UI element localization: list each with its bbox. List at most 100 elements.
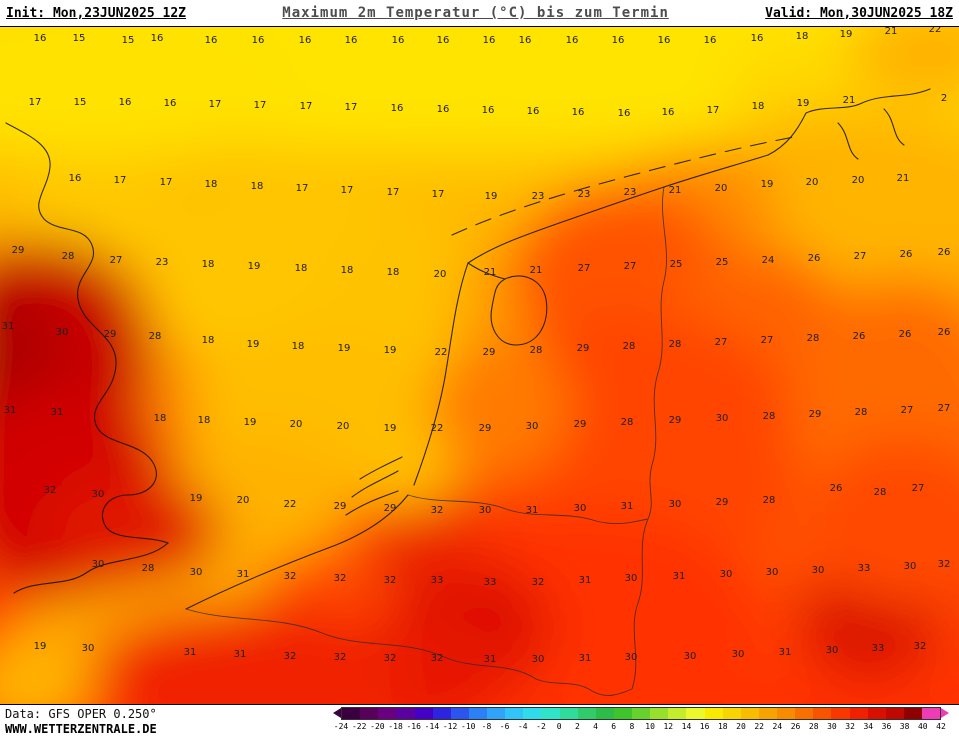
temp-value: 17 — [344, 102, 358, 113]
map-svg — [0, 27, 959, 704]
temp-value: 16 — [482, 35, 496, 46]
temp-value: 16 — [33, 33, 47, 44]
temp-value: 17 — [706, 105, 720, 116]
temperature-legend: -24 -22 -20 -18 -16 -14 -12 -10 -8 -6 -4 -2 0 2 4 6 8 10 1… — [333, 707, 949, 739]
temp-value: 28 — [529, 345, 543, 356]
temp-value: 27 — [911, 483, 925, 494]
temp-value: 20 — [714, 183, 728, 194]
temp-value: 23 — [623, 187, 637, 198]
temp-value: 19 — [189, 493, 203, 504]
temp-value: 18 — [250, 181, 264, 192]
temp-value: 23 — [531, 191, 545, 202]
temp-value: 31 — [1, 321, 15, 332]
temp-value: 30 — [624, 573, 638, 584]
temp-value: 29 — [333, 501, 347, 512]
temp-value: 17 — [159, 177, 173, 188]
legend-tick: 26 — [790, 722, 801, 731]
temp-value: 30 — [903, 561, 917, 572]
legend-tick: 8 — [629, 722, 635, 731]
legend-tick: 0 — [556, 722, 562, 731]
temp-value: 28 — [148, 331, 162, 342]
temp-value: 31 — [183, 647, 197, 658]
temp-value: 16 — [344, 35, 358, 46]
temp-value: 21 — [842, 95, 856, 106]
legend-tick: 40 — [917, 722, 928, 731]
temp-value: 16 — [150, 33, 164, 44]
temp-value: 26 — [937, 247, 951, 258]
temp-value: 21 — [483, 267, 497, 278]
legend-tick: -10 — [461, 722, 476, 731]
temp-value: 22 — [434, 347, 448, 358]
temp-value: 28 — [622, 341, 636, 352]
temp-value: 17 — [113, 175, 127, 186]
legend-ticks: -24 -22 -20 -18 -16 -14 -12 -10 -8 -6 -4 -2 0 2 4 6 8 10 1… — [334, 722, 946, 734]
temp-value: 17 — [386, 187, 400, 198]
temp-value: 15 — [72, 33, 86, 44]
temp-value: 18 — [386, 267, 400, 278]
header: Init: Mon,23JUN2025 12Z Maximum 2m Tempe… — [0, 0, 959, 26]
temp-value: 19 — [839, 29, 853, 40]
temp-value: 19 — [246, 339, 260, 350]
temp-value: 16 — [390, 103, 404, 114]
temp-value: 31 — [3, 405, 17, 416]
legend-segment — [650, 708, 669, 719]
legend-segment — [541, 708, 560, 719]
temp-value: 29 — [808, 409, 822, 420]
temp-value: 16 — [661, 107, 675, 118]
temp-value: 30 — [91, 489, 105, 500]
temp-value: 29 — [383, 503, 397, 514]
temp-value: 19 — [383, 345, 397, 356]
legend-segment — [922, 708, 941, 719]
legend-tick: 34 — [863, 722, 874, 731]
temp-value: 33 — [857, 563, 871, 574]
temp-value: 31 — [233, 649, 247, 660]
legend-tick: -14 — [424, 722, 440, 731]
legend-segment — [740, 708, 759, 719]
temp-value: 30 — [719, 569, 733, 580]
legend-tick: 6 — [611, 722, 617, 731]
temp-value: 16 — [436, 104, 450, 115]
legend-segment — [632, 708, 651, 719]
temp-value: 32 — [333, 652, 347, 663]
footer: Data: GFS OPER 0.250° WWW.WETTERZENTRALE… — [0, 705, 959, 741]
temp-value: 26 — [899, 249, 913, 260]
temp-value: 19 — [796, 98, 810, 109]
legend-tick: -18 — [388, 722, 403, 731]
borders — [185, 186, 667, 696]
temp-value: 17 — [253, 100, 267, 111]
legend-segment — [867, 708, 886, 719]
temp-value: 17 — [340, 185, 354, 196]
legend-tick: 36 — [881, 722, 892, 731]
legend-tick: 4 — [593, 722, 598, 731]
temp-value: 17 — [299, 101, 313, 112]
legend-tick: 28 — [808, 722, 819, 731]
temp-value: 27 — [853, 251, 867, 262]
temp-value: 16 — [391, 35, 405, 46]
temp-value: 18 — [340, 265, 354, 276]
temp-value: 30 — [731, 649, 745, 660]
legend-segment — [777, 708, 796, 719]
temp-value: 16 — [298, 35, 312, 46]
legend-tick: 30 — [827, 722, 837, 731]
coastlines — [5, 88, 931, 610]
legend-tick: 24 — [772, 722, 783, 731]
temp-value: 26 — [852, 331, 866, 342]
temp-value: 29 — [576, 343, 590, 354]
temp-value: 27 — [760, 335, 774, 346]
temp-value: 16 — [657, 35, 671, 46]
legend-segment — [396, 708, 415, 719]
temp-value: 28 — [854, 407, 868, 418]
temp-value: 31 — [620, 501, 634, 512]
temp-value: 15 — [121, 35, 135, 46]
temp-value: 30 — [478, 505, 492, 516]
legend-segment — [704, 708, 723, 719]
temp-value: 23 — [577, 189, 591, 200]
temp-value: 17 — [431, 189, 445, 200]
temp-value: 18 — [153, 413, 167, 424]
temp-value: 16 — [750, 33, 764, 44]
temp-value: 20 — [805, 177, 819, 188]
temp-value: 32 — [283, 571, 297, 582]
temp-value: 18 — [204, 179, 218, 190]
temp-value: 17 — [28, 97, 42, 108]
temp-value: 31 — [50, 407, 64, 418]
